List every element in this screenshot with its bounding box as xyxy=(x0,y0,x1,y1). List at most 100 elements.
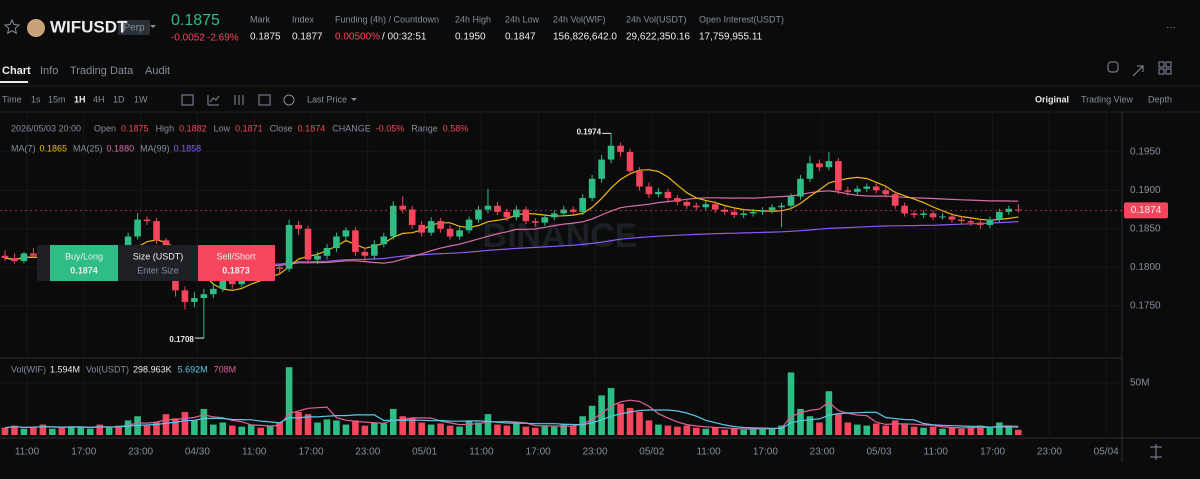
volume-bar xyxy=(711,427,719,435)
dropdown-icon[interactable] xyxy=(351,98,357,101)
volume-bar xyxy=(58,427,66,435)
volume-bar xyxy=(228,425,236,435)
candle-body xyxy=(617,145,624,152)
legend-label: CHANGE xyxy=(332,123,371,133)
volume-bar xyxy=(333,420,340,435)
interval[interactable]: 1D xyxy=(113,94,125,104)
candle-body xyxy=(835,161,842,191)
volume-bar xyxy=(513,423,520,435)
candle-body xyxy=(588,178,596,199)
x-tick-label: 23:00 xyxy=(1037,447,1062,458)
stat-value: 0.1877 xyxy=(292,32,323,43)
volume-bar xyxy=(418,422,425,435)
candle-body xyxy=(986,219,994,225)
volume-bar xyxy=(257,427,264,435)
candle-body xyxy=(30,253,37,256)
volume-bar xyxy=(910,426,918,435)
tab[interactable]: Info xyxy=(40,65,58,77)
high-annotation: 0.1974 xyxy=(577,127,602,136)
candle-body xyxy=(560,209,568,214)
sell-button[interactable] xyxy=(198,245,275,281)
candle-body xyxy=(285,224,293,269)
vol-value: 298.963K xyxy=(133,364,172,374)
volume-bar xyxy=(778,425,785,435)
volume-bar xyxy=(408,418,416,435)
stat-label: Open Interest(USDT) xyxy=(699,14,784,24)
alert-icon[interactable] xyxy=(1107,61,1119,73)
volume-bar xyxy=(806,416,814,435)
volume-bar xyxy=(86,428,94,435)
candle-body xyxy=(484,205,492,210)
candle-body xyxy=(977,222,984,225)
x-tick-label: 05/01 xyxy=(412,447,437,458)
buy-label: Buy/Long xyxy=(65,251,103,261)
more-icon[interactable]: ⋯ xyxy=(1166,23,1176,34)
candle-body xyxy=(427,221,435,233)
volume-bar xyxy=(1005,426,1013,435)
interval[interactable]: 1H xyxy=(74,94,86,104)
volume-bar xyxy=(674,426,681,435)
volume-bar xyxy=(541,425,549,435)
tab[interactable]: Audit xyxy=(145,65,170,77)
candle-body xyxy=(948,216,956,220)
scale-icon[interactable] xyxy=(1150,444,1162,460)
volume-bar xyxy=(266,425,274,435)
stat-value: 156,826,642.0 xyxy=(553,32,617,43)
stat-label: Mark xyxy=(250,14,270,24)
interval[interactable]: 15m xyxy=(48,94,66,104)
volume-bar xyxy=(835,414,842,435)
volume-bar xyxy=(342,424,350,435)
volume-bar xyxy=(465,420,473,435)
candle-body xyxy=(371,244,378,256)
volume-bar xyxy=(219,422,227,435)
toolbar-icons[interactable] xyxy=(181,94,295,106)
view-option[interactable]: Depth xyxy=(1148,94,1172,104)
candle-body xyxy=(958,219,965,222)
candle-body xyxy=(863,186,871,189)
volume-bar xyxy=(787,372,795,435)
volume-bar xyxy=(560,424,568,435)
candle-body xyxy=(522,209,530,222)
layout-icon[interactable] xyxy=(1158,61,1172,75)
size-input[interactable]: Enter Size xyxy=(137,265,179,275)
ma-value: 0.1880 xyxy=(107,143,135,153)
volume-bar xyxy=(958,428,965,435)
buy-button[interactable] xyxy=(50,245,118,281)
x-tick-label: 11:00 xyxy=(696,447,721,458)
candle-body xyxy=(437,221,444,229)
dropdown-icon[interactable] xyxy=(150,25,156,28)
volume-ma-line xyxy=(4,399,1019,430)
interval[interactable]: Time xyxy=(2,94,22,104)
volume-bar xyxy=(295,412,302,435)
candle-body xyxy=(664,191,672,199)
price-type[interactable]: Last Price xyxy=(307,94,347,104)
candle-body xyxy=(541,217,549,223)
expand-icon[interactable] xyxy=(1132,65,1144,77)
volume-bar xyxy=(522,426,530,435)
interval[interactable]: 4H xyxy=(93,94,105,104)
stat-value: 0.1950 xyxy=(455,32,486,43)
view-option[interactable]: Trading View xyxy=(1081,94,1134,104)
candle-body xyxy=(465,219,473,231)
candle-body xyxy=(929,213,937,218)
candle-body xyxy=(1014,209,1022,211)
tab[interactable]: Trading Data xyxy=(70,65,134,77)
volume-bar xyxy=(749,428,757,435)
symbol: WIFUSDT xyxy=(50,17,128,36)
candle-body xyxy=(749,211,757,214)
favorite-icon[interactable] xyxy=(3,18,21,35)
legend-label: Low xyxy=(214,123,231,133)
tab[interactable]: Chart xyxy=(2,65,31,77)
stat-label: 24h Low xyxy=(505,14,540,24)
interval[interactable]: 1W xyxy=(134,94,148,104)
candle-body xyxy=(825,161,833,168)
interval[interactable]: 1s xyxy=(31,94,41,104)
view-option[interactable]: Original xyxy=(1035,94,1069,104)
volume-bar xyxy=(740,429,747,435)
volume-bar xyxy=(494,424,501,435)
volume-bar xyxy=(399,416,407,435)
volume-bar xyxy=(437,423,444,435)
last-price-tag xyxy=(1124,202,1168,219)
volume-bar xyxy=(238,426,246,435)
